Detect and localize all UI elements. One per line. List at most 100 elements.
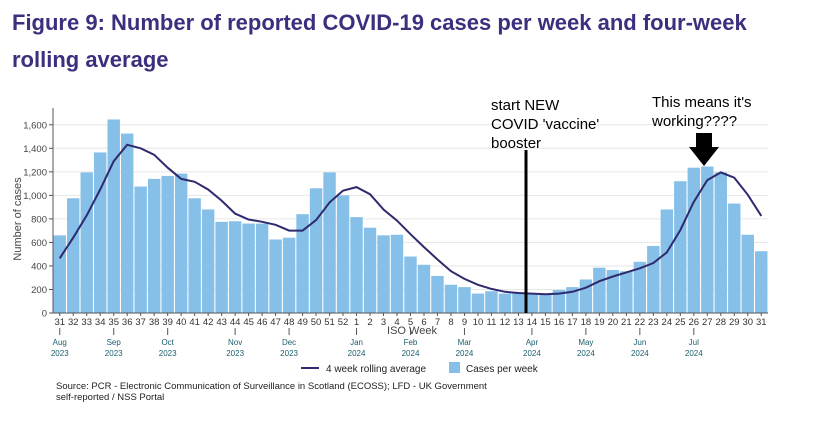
booster-annotation: start NEW COVID 'vaccine' booster [491,96,599,153]
bar [593,267,606,313]
x-tick-label: 48 [284,317,295,328]
x-tick-label: 26 [689,317,700,328]
x-tick-label: 37 [135,317,146,328]
bar [336,195,350,313]
x-tick-label: 19 [594,317,605,328]
bar [228,221,242,313]
bar [552,290,566,313]
x-tick-label: 46 [257,317,268,328]
bar [174,173,188,313]
year-label: 2023 [280,349,298,358]
bar [633,261,647,313]
month-label: Oct [161,338,174,347]
bar [215,221,228,313]
bar [458,287,471,313]
x-tick-label: 7 [435,317,440,328]
x-tick-label: 6 [421,317,426,328]
x-tick-label: 44 [230,317,241,328]
month-label: Mar [458,338,472,347]
y-tick-label: 1,200 [23,167,47,178]
y-tick-label: 200 [31,285,47,296]
bar [201,209,215,313]
bar [660,209,674,313]
bar [80,172,93,313]
bar [404,256,417,313]
bar [120,133,134,313]
bar [107,119,120,314]
bar [525,294,539,313]
x-tick-label: 15 [540,317,551,328]
x-tick-label: 35 [108,317,119,328]
booster-annotation-line: start NEW [491,97,560,114]
bar [188,198,201,313]
year-label: 2023 [159,349,177,358]
x-tick-label: 50 [311,317,322,328]
x-tick-label: 21 [621,317,632,328]
year-label: 2023 [51,349,69,358]
booster-annotation-line: COVID 'vaccine' [491,116,600,133]
y-tick-label: 400 [31,261,47,272]
year-label: 2024 [523,349,541,358]
y-tick-label: 800 [31,214,47,225]
x-tick-label: 30 [742,317,753,328]
x-tick-label: 2 [367,317,372,328]
bar [579,279,593,313]
bar [309,188,323,313]
bar [282,237,296,313]
legend-line-label: 4 week rolling average [326,364,426,375]
bar [94,152,107,313]
rolling-average-line [58,143,763,296]
month-labels: Aug 2023 Sep 2023 Oct 2023 Nov 2023 Dec 2023 Jan 20… [51,328,703,358]
x-tick-label: 3 [381,317,386,328]
bar [687,167,701,313]
booster-annotation-line: booster [491,135,542,152]
x-tick-label: 23 [648,317,659,328]
x-tick-label: 42 [203,317,214,328]
year-label: 2024 [631,349,649,358]
bar [269,239,282,313]
working-annotation: This means it's working???? [652,93,752,131]
x-tick-label: 25 [675,317,686,328]
bar [620,271,633,313]
y-tick-label: 600 [31,238,47,249]
x-axis-label: ISO Week [387,325,437,337]
x-tick-label: 16 [554,317,565,328]
bar [242,223,255,313]
x-tick-label: 14 [527,317,538,328]
x-tick-label: 34 [95,317,106,328]
legend: 4 week rolling average Cases per week [301,362,539,375]
x-tick-label: 8 [448,317,453,328]
x-tick-label: 32 [68,317,79,328]
x-tick-label: 24 [662,317,673,328]
x-tick-label: 12 [500,317,511,328]
x-tick-label: 29 [729,317,740,328]
legend-bar-label: Cases per week [466,364,539,375]
bar [485,291,498,313]
bar [674,181,687,313]
bar [350,217,363,313]
bar [53,235,66,313]
y-tick-label: 1,600 [23,120,47,131]
bar [431,275,444,313]
year-label: 2024 [456,349,474,358]
x-tick-label: 4 [394,317,399,328]
bar [606,270,620,313]
x-tick-label: 39 [162,317,173,328]
x-tick-label: 18 [581,317,592,328]
bar [323,172,336,313]
x-tick-label: 45 [243,317,254,328]
x-tick-label: 33 [81,317,92,328]
page-title: Figure 9: Number of reported COVID-19 ca… [12,10,747,72]
x-tick-label: 5 [408,317,413,328]
bar [755,251,768,313]
month-label: Feb [404,338,418,347]
bar [728,203,741,313]
bar [417,264,431,313]
x-tick-label: 38 [149,317,160,328]
bar [647,245,660,313]
down-arrow-icon [689,133,719,166]
bar [296,214,309,313]
year-label: 2024 [402,349,420,358]
x-tick-label: 41 [189,317,200,328]
x-tick-label: 9 [462,317,467,328]
